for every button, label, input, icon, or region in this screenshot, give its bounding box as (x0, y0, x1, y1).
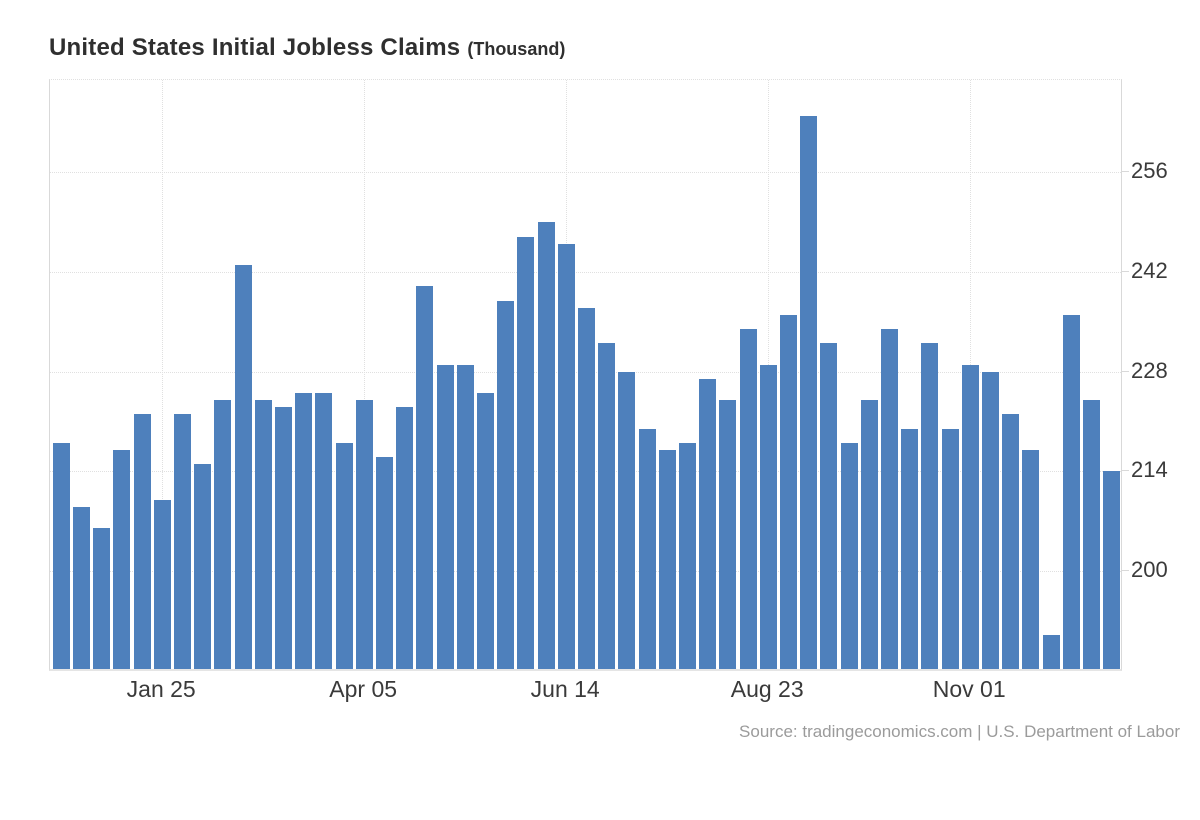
bar[interactable] (678, 442, 696, 669)
bar[interactable] (52, 442, 70, 669)
bar[interactable] (517, 236, 535, 669)
x-axis-label: Jun 14 (530, 676, 600, 702)
bar[interactable] (355, 400, 373, 669)
y-axis-tick (1121, 569, 1129, 571)
bar[interactable] (921, 343, 939, 669)
bar[interactable] (1082, 400, 1100, 669)
y-axis-tick (1121, 370, 1129, 372)
y-axis-label: 242 (1131, 258, 1168, 284)
bar[interactable] (133, 414, 151, 669)
bar[interactable] (295, 393, 313, 669)
h-gridline (50, 172, 1121, 174)
bar[interactable] (416, 286, 434, 669)
y-axis-tick (1121, 171, 1129, 173)
bar[interactable] (759, 364, 777, 669)
y-axis-tick (1121, 470, 1129, 472)
y-axis-label: 200 (1131, 556, 1168, 582)
bar[interactable] (173, 414, 191, 669)
bar[interactable] (598, 343, 616, 669)
bar[interactable] (901, 428, 919, 669)
bar[interactable] (93, 528, 111, 669)
bar[interactable] (72, 506, 90, 669)
x-axis-label: Jan 25 (126, 676, 196, 702)
bar[interactable] (234, 264, 252, 669)
bar[interactable] (860, 400, 878, 669)
x-axis-label: Apr 05 (329, 676, 398, 702)
chart-title: United States Initial Jobless Claims (Tho… (49, 34, 565, 62)
bar[interactable] (1062, 314, 1080, 669)
bar[interactable] (1103, 471, 1121, 669)
bar[interactable] (476, 393, 494, 669)
bar[interactable] (618, 371, 636, 669)
v-gridline (162, 80, 164, 669)
bar[interactable] (739, 328, 757, 669)
bar[interactable] (194, 464, 212, 669)
y-axis-label: 228 (1131, 357, 1168, 383)
bar[interactable] (436, 364, 454, 669)
x-axis-label: Nov 01 (932, 676, 1006, 702)
bar[interactable] (375, 457, 393, 669)
bar[interactable] (577, 307, 595, 669)
bar[interactable] (557, 243, 575, 669)
bar[interactable] (113, 449, 131, 669)
bar[interactable] (456, 364, 474, 669)
h-gridline (50, 272, 1121, 274)
plot-area (49, 79, 1122, 671)
source-caption: Source: tradingeconomics.com | U.S. Depa… (739, 722, 1180, 741)
bar[interactable] (840, 442, 858, 669)
bar[interactable] (779, 314, 797, 669)
v-gridline (364, 80, 366, 669)
bar[interactable] (638, 428, 656, 669)
bar[interactable] (941, 428, 959, 669)
bar[interactable] (335, 442, 353, 669)
bar[interactable] (719, 400, 737, 669)
bar[interactable] (820, 343, 838, 669)
bar[interactable] (1022, 449, 1040, 669)
bar[interactable] (1002, 414, 1020, 669)
bar[interactable] (961, 364, 979, 669)
bar[interactable] (497, 300, 515, 669)
x-axis-label: Aug 23 (730, 676, 804, 702)
bar[interactable] (880, 328, 898, 669)
bar[interactable] (153, 499, 171, 669)
y-axis-label: 214 (1131, 457, 1168, 483)
bar[interactable] (699, 378, 717, 669)
bar[interactable] (800, 115, 818, 669)
bar[interactable] (981, 371, 999, 669)
bar[interactable] (396, 407, 414, 669)
y-axis-tick (1121, 271, 1129, 273)
y-axis-label: 256 (1131, 158, 1168, 184)
bar[interactable] (274, 407, 292, 669)
page-title: United States Initial Jobless Claims (49, 34, 461, 61)
bar[interactable] (254, 400, 272, 669)
bar[interactable] (214, 400, 232, 669)
bar[interactable] (1042, 634, 1060, 669)
page-title-unit: (Thousand) (467, 39, 566, 59)
bar[interactable] (315, 393, 333, 669)
bar[interactable] (537, 222, 555, 669)
bar[interactable] (658, 449, 676, 669)
